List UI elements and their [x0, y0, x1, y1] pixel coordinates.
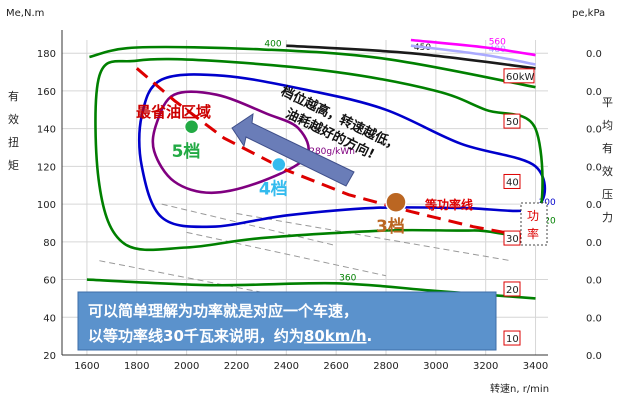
right-side-char: 平 [602, 96, 613, 109]
contour-450 [286, 44, 536, 70]
y-right-tick-label: 0.0 [586, 276, 602, 287]
y-right-tick-label: 0.0 [586, 125, 602, 136]
axes: 1600 1800 2000 2200 2400 2600 2800 3000 3200 3400… [8, 30, 613, 372]
y-left-axis-title: Me,N.m [6, 8, 44, 19]
gear-point-3 [183, 119, 200, 135]
power-label: 50 [506, 117, 519, 128]
y-tick-label: 80 [43, 238, 56, 249]
y-tick-label: 160 [37, 87, 56, 98]
note-line1: 可以简单理解为功率就是对应一个车速， [88, 302, 358, 320]
contour-label: 400 [264, 39, 281, 49]
x-tick-label: 3400 [523, 361, 548, 372]
y-tick-label: 120 [37, 162, 56, 173]
power-label: 20 [506, 285, 519, 296]
gear-label: 3档 [376, 216, 405, 237]
y-tick-label: 60 [43, 276, 56, 287]
note-line2: 以等功率线30千瓦来说明，约为80km/h. [88, 327, 372, 345]
y-right-tick-label: 0.0 [586, 49, 602, 60]
contour-label: 360 [339, 273, 356, 283]
right-side-char: 压 [602, 188, 613, 201]
guide-dash-line [186, 231, 387, 277]
power-label-box [503, 330, 521, 346]
x-tick-label: 2000 [174, 361, 199, 372]
x-tick-label: 1600 [74, 361, 99, 372]
guide-dash-line [236, 213, 511, 262]
power-label: 40 [506, 177, 519, 188]
note-line2-prefix: 以等功率线30千瓦来说明，约为 [88, 327, 304, 345]
y-right-tick-label: 0.0 [586, 200, 602, 211]
power-label-box [503, 230, 521, 246]
note-line2-value: 80km/h [304, 327, 367, 345]
left-side-char: 效 [8, 112, 19, 126]
overlays: 5档 4档 3档 [172, 112, 407, 237]
power-tag-line2: 率 [527, 226, 539, 241]
power-tag-box [520, 202, 548, 246]
power-label-box [503, 68, 535, 84]
note-box [77, 291, 497, 351]
direction-arrow [231, 112, 355, 187]
y-right-tick-label: 0.0 [586, 87, 602, 98]
right-side-char: 均 [602, 119, 613, 132]
equal-power-line-group: 60kW 50 40 30 20 10 [135, 67, 536, 346]
optimal-zone-label: 最省油区域 [136, 103, 211, 121]
x-tick-label: 3200 [473, 361, 498, 372]
right-side-char: 效 [602, 164, 613, 178]
power-label-box [503, 173, 521, 189]
y-tick-label: 20 [43, 351, 56, 362]
contour-400 [89, 45, 536, 89]
note-line2-suffix: . [367, 327, 373, 345]
power-label: 60kW [506, 72, 535, 83]
dashed-guides [99, 203, 511, 296]
contour-label: 300 [539, 198, 556, 208]
y-tick-label: 40 [43, 313, 56, 324]
x-tick-label: 3000 [423, 361, 448, 372]
x-tick-label: 2200 [224, 361, 249, 372]
y-tick-label: 100 [37, 200, 56, 211]
contour-480 [410, 44, 536, 66]
power-label: 30 [506, 234, 519, 245]
x-tick-label: 1800 [124, 361, 149, 372]
y-right-tick-label: 0.0 [586, 351, 602, 362]
power-label-box [503, 281, 521, 297]
y-tick-label: 180 [37, 49, 56, 60]
y-right-tick-label: 0.0 [586, 238, 602, 249]
contours: 280g/kWh300320360400450480560 [86, 38, 556, 300]
y-right-tick-label: 0.0 [586, 313, 602, 324]
x-tick-label: 2800 [373, 361, 398, 372]
gear-label: 4档 [259, 178, 288, 199]
equal-power-label: 等功率线 [424, 197, 473, 212]
contour-label: 280g/kWh [309, 147, 355, 157]
right-side-char: 有 [602, 141, 613, 155]
left-side-char: 有 [8, 89, 19, 103]
x-axis-title: 转速n, r/min [490, 382, 549, 395]
gear-point-4 [271, 156, 287, 173]
contour-label: 560 [489, 38, 506, 48]
x-tick-label: 2400 [274, 361, 299, 372]
y-tick-label: 140 [37, 125, 56, 136]
y-right-tick-label: 0.0 [586, 162, 602, 173]
gear-label: 5档 [172, 141, 201, 162]
right-side-char: 力 [602, 211, 613, 224]
left-side-char: 矩 [8, 159, 19, 172]
gear-point-5 [385, 191, 407, 213]
power-label-box [503, 113, 521, 129]
power-tag-line1: 功 [527, 209, 539, 223]
power-label: 10 [506, 334, 519, 345]
left-side-char: 扭 [8, 135, 19, 149]
x-tick-label: 2600 [323, 361, 348, 372]
contour-560 [410, 38, 536, 57]
y-right-axis-title: pe,kPa [572, 8, 605, 19]
